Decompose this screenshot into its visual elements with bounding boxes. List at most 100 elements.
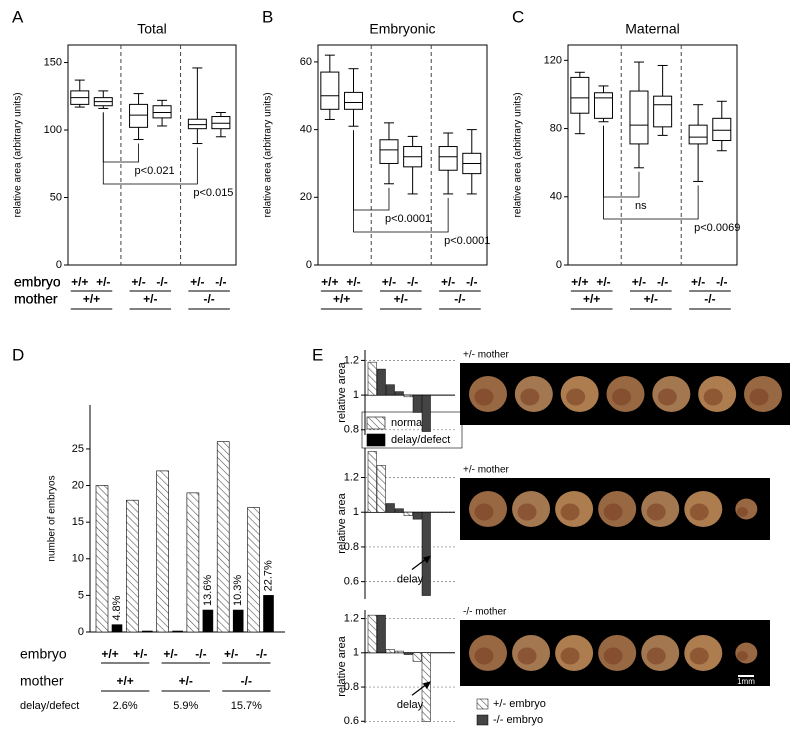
delay-rate: 2.6% [113, 700, 138, 712]
scale-label: 1mm [737, 677, 755, 686]
plot-frame [567, 44, 738, 266]
y-tick-label: 25 [72, 443, 84, 455]
y-tick-label: 1 [353, 506, 359, 518]
mother-genotype: +/- [644, 292, 658, 306]
bar [142, 630, 153, 633]
box [211, 116, 231, 130]
panel-title: Maternal [625, 21, 679, 37]
y-axis-label: relative area [336, 635, 348, 696]
row-label: embryo [14, 274, 61, 290]
row-label: embryo [14, 274, 61, 290]
mother-genotype: +/- [394, 292, 408, 306]
embryo-shade [474, 647, 494, 665]
y-tick-label: 50 [50, 191, 62, 203]
embryo-genotype: +/- [131, 275, 145, 289]
y-tick-label: 20 [72, 479, 84, 491]
p-value: p<0.0069 [694, 222, 740, 234]
box [653, 95, 673, 128]
bar [385, 384, 395, 396]
y-tick-label: 0.8 [344, 541, 359, 553]
bar [216, 441, 230, 633]
bar [232, 609, 244, 633]
legend-swatch [366, 433, 386, 447]
embryo-shade [603, 647, 623, 665]
p-value: p<0.0001 [444, 235, 490, 247]
bar [186, 492, 200, 633]
embryo-genotype: +/+ [321, 275, 338, 289]
strip-label: +/- mother [463, 465, 510, 476]
embryo-genotype: +/- [96, 275, 110, 289]
y-tick-label: 0.6 [344, 715, 359, 727]
y-tick-label: 5 [78, 589, 84, 601]
y-axis-label: relative area (arbitrary units) [513, 92, 524, 217]
plot-frame [67, 44, 237, 266]
y-axis-label: relative area (arbitrary units) [263, 92, 274, 217]
mother-genotype: -/- [241, 674, 252, 688]
y-axis-label: relative area [336, 492, 348, 553]
embryo-genotype: -/- [657, 275, 668, 289]
box [712, 117, 732, 142]
legend-label: delay/defect [391, 434, 450, 446]
embryo-shade [736, 507, 748, 517]
y-tick-label: 10 [72, 553, 84, 565]
embryo-shade [560, 647, 580, 665]
mother-genotype: +/+ [333, 292, 350, 306]
embryo-genotype: +/- [346, 275, 360, 289]
bar [156, 470, 169, 633]
y-tick-label: 40 [550, 191, 562, 203]
embryo-shade [474, 503, 494, 521]
bar [394, 391, 404, 396]
delay-rate: 5.9% [173, 700, 198, 712]
legend-label: normal [391, 417, 425, 429]
embryo-genotype: +/+ [571, 275, 588, 289]
bar [367, 614, 377, 654]
box [593, 92, 613, 119]
embryo-shade [474, 388, 494, 406]
mother-genotype: -/- [203, 292, 214, 306]
y-tick-label: 120 [544, 54, 562, 66]
bar [421, 511, 431, 596]
arrow-head [423, 555, 431, 564]
embryo-shade [646, 647, 666, 665]
bracket [353, 130, 449, 233]
embryo-shade [689, 503, 709, 521]
embryo-genotype: +/- [441, 275, 455, 289]
bar [367, 451, 377, 513]
bar [172, 630, 183, 633]
embryo-genotype: -/- [256, 647, 267, 661]
bar [376, 614, 386, 654]
y-tick-label: 80 [550, 122, 562, 134]
delay-rate: 15.7% [231, 700, 262, 712]
box [379, 139, 399, 164]
row-label: embryo [20, 646, 67, 662]
bar [111, 624, 123, 633]
embryo-shade [689, 647, 709, 665]
arrow-head [423, 681, 431, 690]
y-tick-label: 1 [353, 389, 359, 401]
percent-label: 22.7% [262, 560, 274, 591]
embryo-genotype: +/- [133, 647, 147, 661]
embryo-shade [612, 388, 631, 406]
panel-letter: E [312, 345, 323, 364]
y-axis-label: number of embryos [47, 475, 58, 561]
strip-label: +/- mother [463, 350, 510, 361]
embryo-shade [517, 503, 537, 521]
embryo-genotype: +/- [163, 647, 177, 661]
percent-label: 4.8% [111, 595, 123, 620]
mother-genotype: +/- [179, 674, 193, 688]
mother-genotype: +/+ [83, 292, 100, 306]
box [570, 76, 590, 114]
panel-title: Embryonic [369, 21, 435, 37]
bar [126, 499, 139, 633]
panel-letter: C [512, 7, 524, 26]
box [152, 105, 172, 119]
panel-letter: B [262, 7, 273, 26]
p-value: p<0.021 [135, 165, 175, 177]
row-label: delay/defect [20, 700, 79, 712]
p-value: p<0.0001 [385, 213, 431, 225]
embryo-genotype: -/- [407, 275, 418, 289]
bar [403, 652, 413, 655]
embryo-shade [566, 388, 586, 406]
y-tick-label: 60 [300, 56, 312, 68]
